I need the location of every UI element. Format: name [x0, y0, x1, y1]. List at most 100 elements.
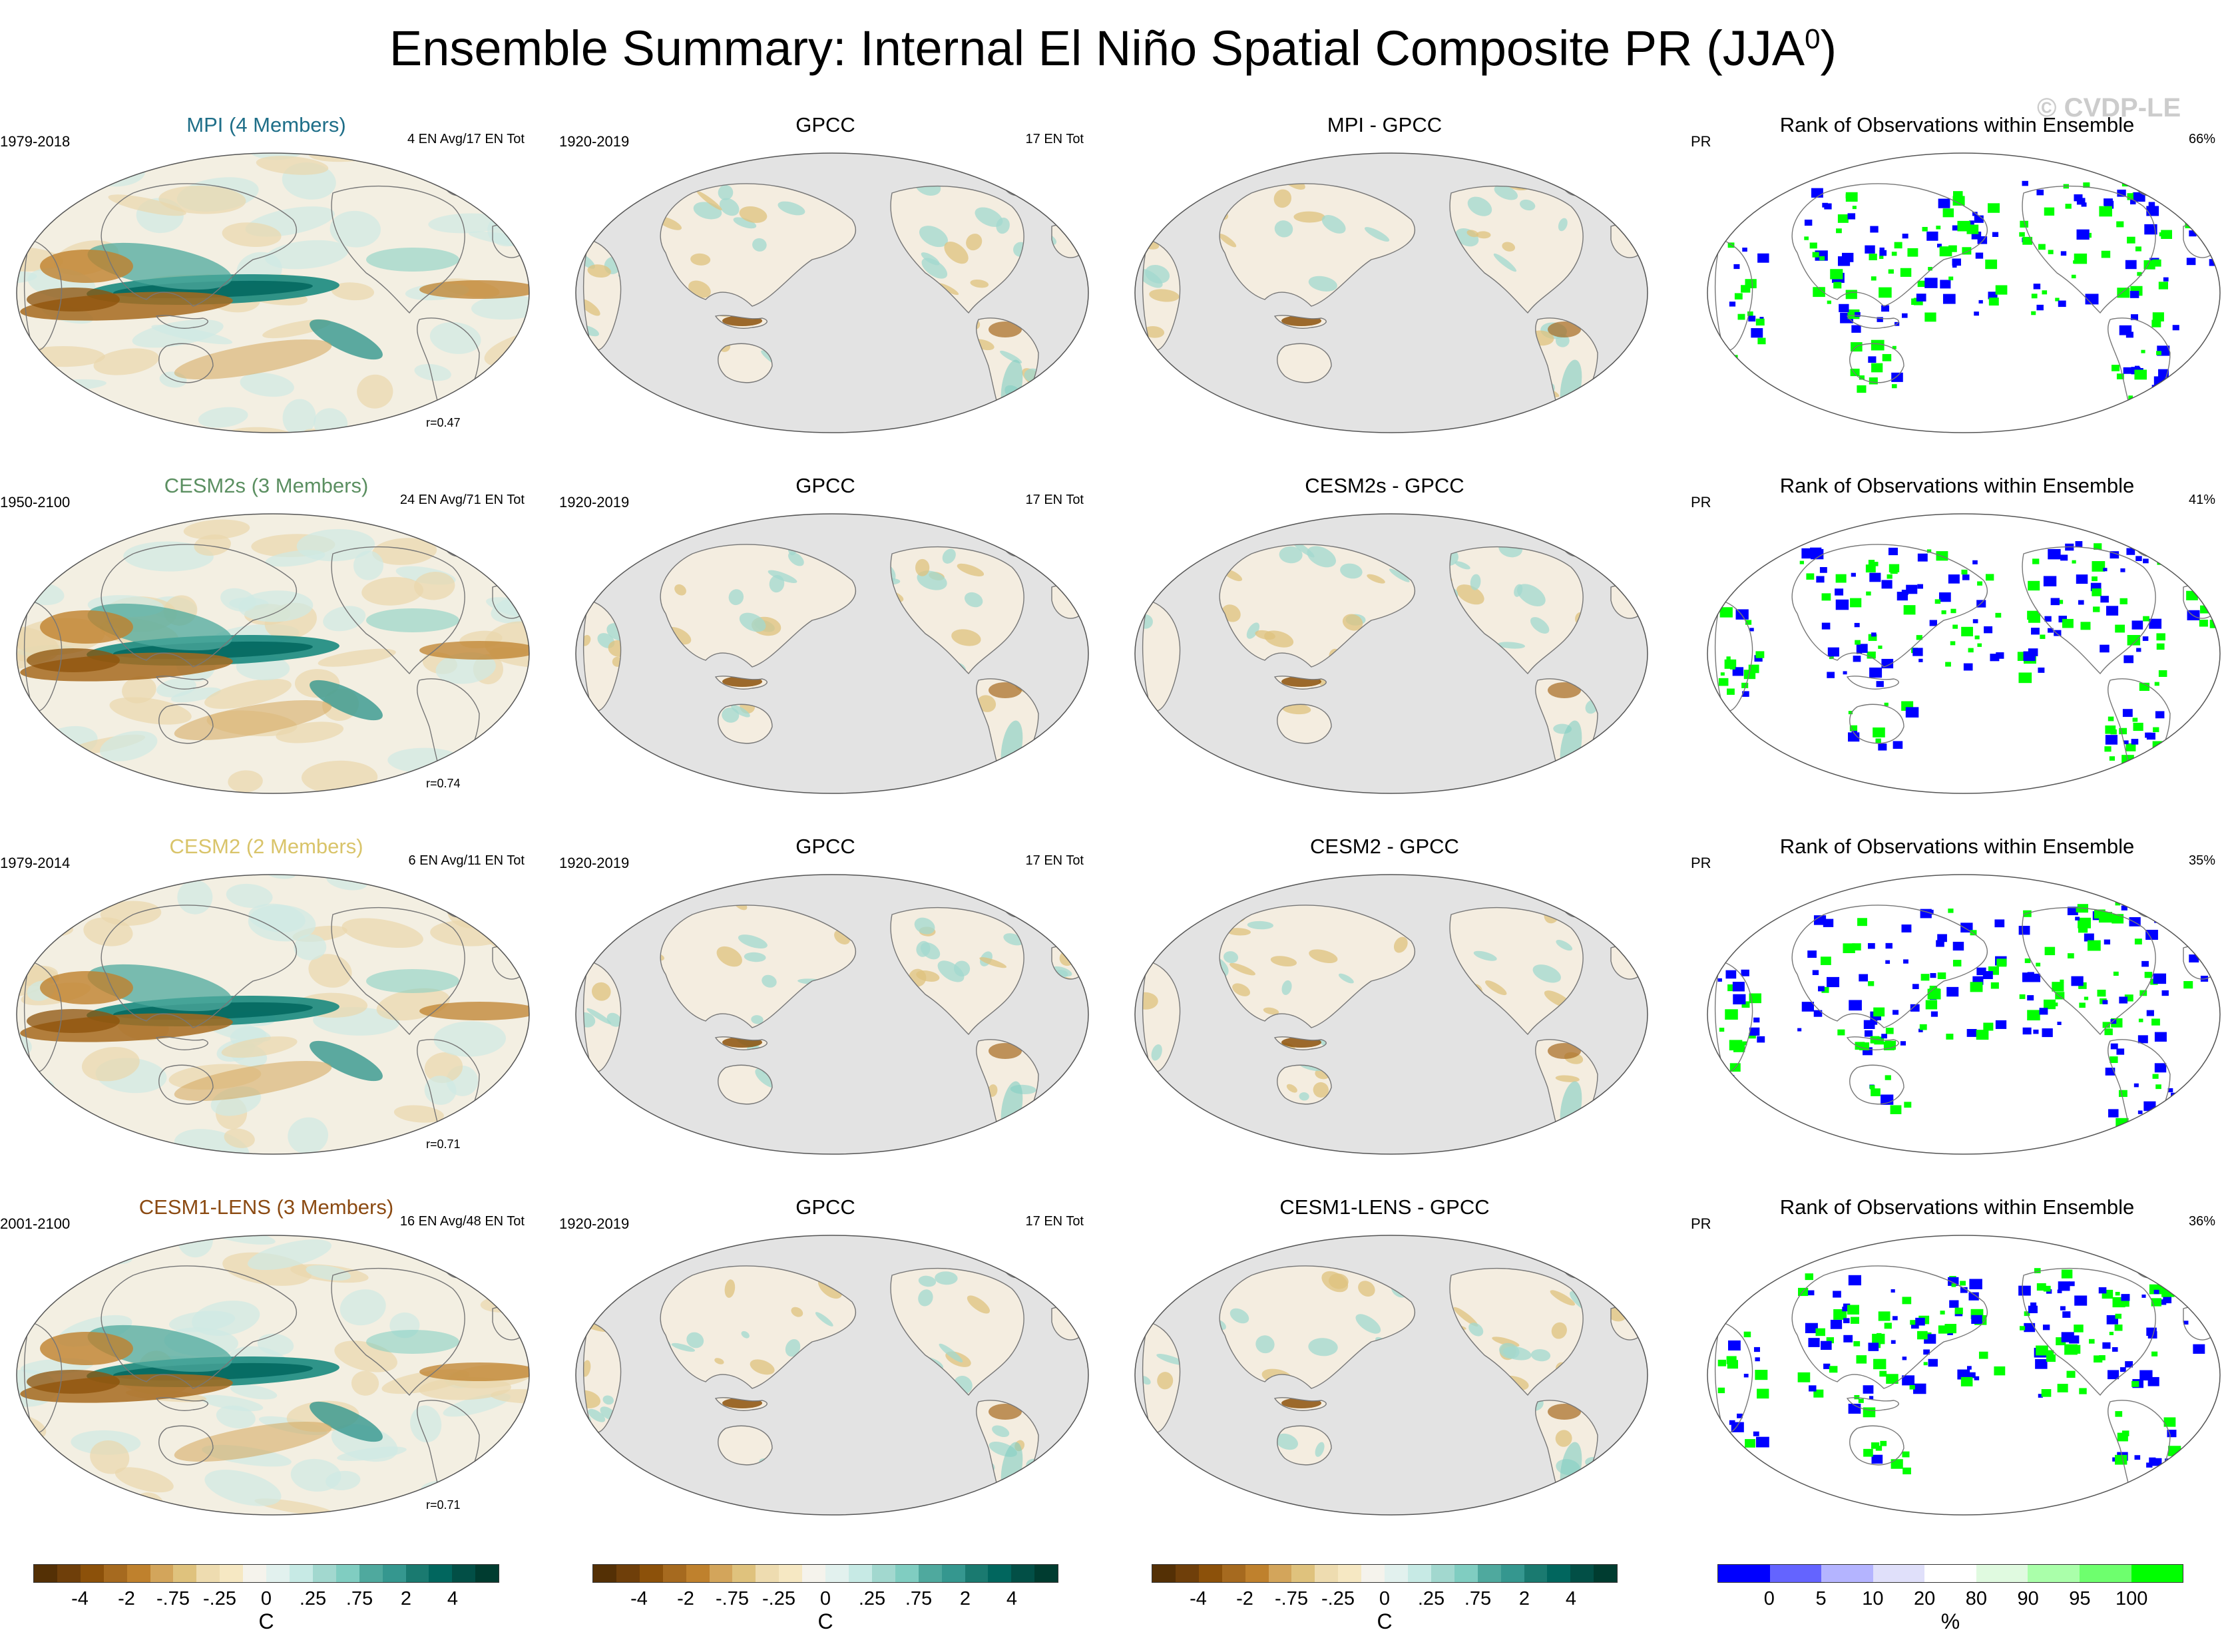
page-title: Ensemble Summary: Internal El Niño Spati… — [389, 21, 1837, 76]
colorbar-swatch — [312, 1565, 336, 1582]
colorbar-swatch — [1718, 1565, 1770, 1582]
colorbar-tick-label: -.25 — [762, 1588, 795, 1609]
colorbar-swatch — [80, 1565, 104, 1582]
colorbar-rank: 0 5 10 20 80 90 95 100% — [1704, 1564, 2197, 1633]
colorbar-swatch — [1594, 1565, 1618, 1582]
event-count-label: 17 EN Tot — [1025, 493, 1084, 507]
colorbar-swatch — [1407, 1565, 1431, 1582]
obs-map — [575, 874, 1089, 1155]
colorbar-tick-label: .25 — [299, 1588, 327, 1609]
colorbar-swatch — [126, 1565, 150, 1582]
model-map — [16, 513, 530, 794]
colorbar-swatch — [1821, 1565, 1873, 1582]
colorbar-tick-label: .75 — [1464, 1588, 1492, 1609]
panel-rank-row3: Rank of Observations within Ensemble PR 35… — [1691, 815, 2223, 1167]
colorbar-tick-label: 80 — [1965, 1588, 1988, 1609]
panel-diff-row2: CESM2s - GPCC — [1118, 454, 1651, 807]
percent-label: 66% — [2188, 132, 2215, 146]
obs-map — [575, 513, 1089, 794]
colorbar-swatch — [1976, 1565, 2028, 1582]
panel-title-rank: Rank of Observations within Ensemble — [1779, 474, 2135, 497]
colorbar-tick-label: -2 — [677, 1588, 694, 1609]
colorbar-swatch — [1152, 1565, 1176, 1582]
colorbar-swatches — [1152, 1564, 1618, 1583]
colorbar-swatch — [616, 1565, 640, 1582]
colorbar-swatch — [196, 1565, 220, 1582]
colorbar-swatch — [1500, 1565, 1524, 1582]
colorbar-swatch — [266, 1565, 290, 1582]
colorbar-tick-label: -4 — [630, 1588, 648, 1609]
colorbar-tick-label: 4 — [1565, 1588, 1577, 1609]
colorbar-swatch — [895, 1565, 919, 1582]
colorbar-swatch — [335, 1565, 359, 1582]
colorbar-tick-label: 2 — [959, 1588, 971, 1609]
period-label: 1920-2019 — [559, 1215, 630, 1232]
panel-model-row3: CESM2 (2 Members) 1979-2014 6 EN Avg/11 EN… — [0, 815, 533, 1167]
colorbar-swatches — [1717, 1564, 2183, 1583]
colorbar-swatch — [475, 1565, 499, 1582]
colorbar-swatch — [220, 1565, 244, 1582]
diff-map — [1134, 152, 1648, 433]
colorbar-unit-label: C — [817, 1609, 833, 1633]
colorbar-swatch — [57, 1565, 81, 1582]
event-count-label: 16 EN Avg/48 EN Tot — [399, 1214, 525, 1229]
colorbar-swatch — [639, 1565, 663, 1582]
correlation-label: r=0.71 — [426, 1498, 461, 1512]
colorbar-swatches — [33, 1564, 499, 1583]
panel-title-obs: GPCC — [795, 835, 855, 858]
colorbar-tick-label: 95 — [2069, 1588, 2091, 1609]
panel-title-rank: Rank of Observations within Ensemble — [1779, 113, 2135, 136]
colorbar-unit-label: % — [1940, 1609, 1960, 1633]
colorbar-swatch — [825, 1565, 849, 1582]
colorbar-swatch — [2079, 1565, 2131, 1582]
percent-label: 35% — [2188, 853, 2215, 868]
colorbar-swatch — [871, 1565, 895, 1582]
colorbar-swatch — [709, 1565, 733, 1582]
panel-obs-row2: GPCC 1920-2019 17 EN Tot — [559, 454, 1092, 807]
colorbar-swatch — [1175, 1565, 1199, 1582]
colorbar-swatch — [732, 1565, 756, 1582]
panel-obs-row1: GPCC 1920-2019 17 EN Tot — [559, 93, 1092, 446]
panel-title-diff: CESM1-LENS - GPCC — [1279, 1195, 1490, 1219]
colorbar-swatch — [382, 1565, 406, 1582]
colorbar-tick-label: .75 — [905, 1588, 933, 1609]
colorbar-swatch — [686, 1565, 710, 1582]
colorbar-swatch — [1524, 1565, 1548, 1582]
colorbar-tick-label: 10 — [1862, 1588, 1884, 1609]
diff-map — [1134, 874, 1648, 1155]
colorbar-swatch — [988, 1565, 1012, 1582]
colorbar-tick-label: 5 — [1815, 1588, 1827, 1609]
colorbar-tick-label: .75 — [345, 1588, 373, 1609]
period-label: 1920-2019 — [559, 133, 630, 150]
panel-title-model: CESM2s (3 Members) — [164, 474, 369, 497]
colorbar-tick-label: 2 — [400, 1588, 412, 1609]
colorbar-tick-label: -4 — [1190, 1588, 1207, 1609]
colorbar-swatch — [452, 1565, 476, 1582]
rank-map — [1707, 513, 2221, 794]
variable-label: PR — [1691, 1215, 1711, 1232]
colorbar-swatch — [1431, 1565, 1454, 1582]
colorbar-diff: -4 -2 -.75 -.25 0 .25 .75 2 4 C — [1138, 1564, 1631, 1633]
percent-label: 36% — [2188, 1214, 2215, 1229]
colorbar-tick-label: .25 — [1417, 1588, 1445, 1609]
colorbar-tick-label: 0 — [819, 1588, 831, 1609]
variable-label: PR — [1691, 855, 1711, 871]
model-map — [16, 874, 530, 1155]
panel-model-row2: CESM2s (3 Members) 1950-2100 24 EN Avg/71 … — [0, 454, 533, 807]
period-label: 1979-2014 — [0, 855, 71, 871]
colorbar-tick-label: .25 — [858, 1588, 886, 1609]
panel-diff-row4: CESM1-LENS - GPCC — [1118, 1175, 1651, 1528]
colorbar-tick-label: -.75 — [716, 1588, 749, 1609]
colorbar-tick-label: 0 — [1379, 1588, 1391, 1609]
colorbar-swatch — [1315, 1565, 1339, 1582]
colorbar-tick-label: 0 — [260, 1588, 272, 1609]
event-count-label: 17 EN Tot — [1025, 1214, 1084, 1229]
variable-label: PR — [1691, 133, 1711, 150]
panel-obs-row4: GPCC 1920-2019 17 EN Tot — [559, 1175, 1092, 1528]
colorbar-tick-label: 100 — [2115, 1588, 2148, 1609]
panel-title-model: CESM1-LENS (3 Members) — [138, 1195, 394, 1219]
copyright-label: © CVDP-LE — [2037, 93, 2181, 122]
panel-title-obs: GPCC — [795, 113, 855, 136]
colorbar-tick-label: -.75 — [1275, 1588, 1308, 1609]
colorbar-swatch — [941, 1565, 965, 1582]
